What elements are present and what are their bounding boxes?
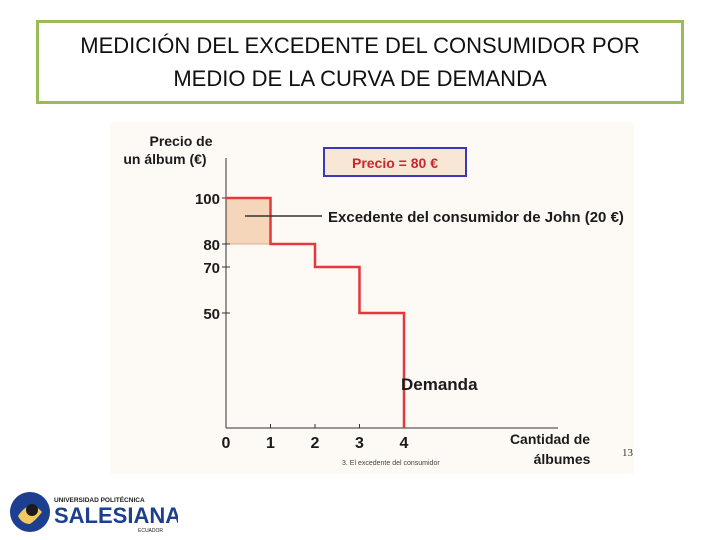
chart-panel: Precio de un álbum (€) Cantidad de álbum…	[110, 122, 634, 474]
x-tick-label: 2	[311, 435, 320, 452]
x-tick-label: 3	[355, 435, 364, 452]
x-tick-label: 0	[222, 435, 231, 452]
slide-title: MEDICIÓN DEL EXCEDENTE DEL CONSUMIDOR PO…	[36, 20, 684, 104]
slide-page-number: 13	[622, 447, 633, 459]
consumer-surplus-area	[225, 197, 271, 245]
x-axis-label-line-1: Cantidad de	[510, 431, 590, 447]
slide-title-line-1: MEDICIÓN DEL EXCEDENTE DEL CONSUMIDOR PO…	[80, 33, 640, 58]
x-tick-label: 4	[400, 435, 409, 452]
logo-line-2: SALESIANA	[54, 503, 178, 528]
slide-title-line-2: MEDIO DE LA CURVA DE DEMANDA	[173, 66, 547, 91]
logo-line-3: ECUADOR	[138, 528, 163, 534]
source-caption: 3. El excedente del consumidor	[342, 460, 440, 467]
y-axis-label-line-2: un álbum (€)	[123, 151, 206, 167]
price-box	[323, 147, 467, 177]
y-tick-label: 50	[203, 306, 220, 323]
surplus-label: Excedente del consumidor de John (20 €)	[328, 209, 624, 226]
x-tick-label: 1	[266, 435, 275, 452]
demand-curve	[226, 196, 406, 428]
logo-line-1: UNIVERSIDAD POLITÉCNICA	[54, 495, 145, 504]
y-tick-label: 100	[195, 191, 220, 208]
y-axis-label-line-1: Precio de	[149, 133, 212, 149]
salesian-emblem-icon	[10, 492, 50, 532]
university-logo: UNIVERSIDAD POLITÉCNICA SALESIANA ECUADO…	[10, 492, 178, 534]
y-tick-label: 70	[203, 260, 220, 277]
price-label: Precio = 80 €	[352, 155, 438, 171]
y-tick-label: 80	[203, 237, 220, 254]
demand-label: Demanda	[401, 375, 478, 394]
x-axis-label-line-2: álbumes	[534, 451, 591, 467]
demand-chart: Precio de un álbum (€) Cantidad de álbum…	[123, 133, 624, 467]
